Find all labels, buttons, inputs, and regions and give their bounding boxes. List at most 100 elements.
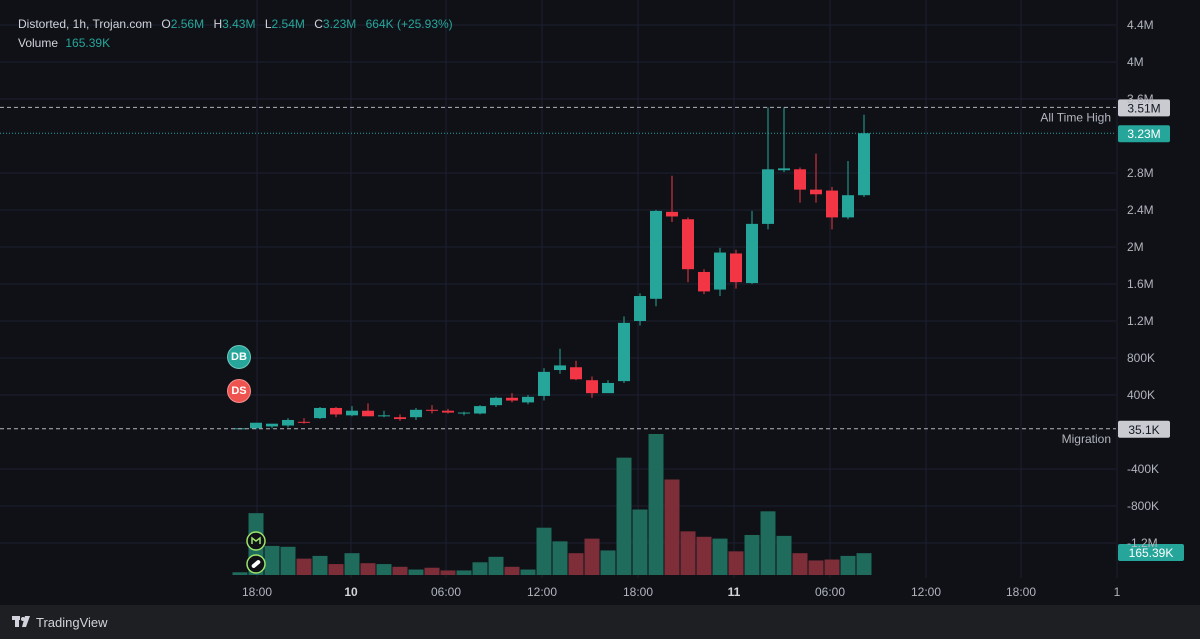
tradingview-icon xyxy=(12,616,30,627)
volume-bar xyxy=(824,559,840,575)
volume-bar xyxy=(840,555,856,575)
candle-body xyxy=(522,396,534,403)
price-tag-box xyxy=(1118,125,1170,143)
volume-bar xyxy=(392,566,408,575)
legend-symbol: Distorted, 1h, Trojan.com xyxy=(18,17,153,31)
volume-bar xyxy=(696,536,712,575)
candle-body xyxy=(282,419,294,426)
volume-bar xyxy=(600,550,616,575)
candle-body xyxy=(426,409,438,411)
y-tick-label: -400K xyxy=(1127,462,1159,476)
volume-bar xyxy=(568,553,584,575)
volume-bar xyxy=(520,569,536,575)
legend-open-label: O xyxy=(161,17,171,31)
volume-bar xyxy=(808,560,824,575)
candle-body xyxy=(250,422,262,429)
x-tick-label: 18:00 xyxy=(1006,585,1036,599)
volume-bar xyxy=(344,553,360,575)
candle-body xyxy=(570,367,582,380)
legend-volume: Volume 165.39K xyxy=(18,36,116,50)
y-tick-label: 3.6M xyxy=(1127,92,1154,106)
candle-body xyxy=(442,410,454,413)
price-line-label: All Time High xyxy=(1040,110,1111,124)
volume-bar xyxy=(856,553,872,575)
volume-bar xyxy=(376,564,392,575)
volume-bar xyxy=(552,541,568,575)
candle-body xyxy=(826,190,838,218)
chart-pane xyxy=(0,0,1200,605)
volume-bar xyxy=(424,567,440,575)
volume-bar xyxy=(616,457,632,575)
price-axis[interactable]: 4.4M 4M 3.6M 2.8M 2.4M 2M 1.6M 1.2M 800K 400K -400… xyxy=(1127,18,1159,550)
volume-bar xyxy=(360,563,376,575)
price-lines: All Time High 3.51M 3.23M Migration 35.1K 165… xyxy=(0,99,1184,561)
time-axis[interactable]: 18:00 10 06:00 12:00 18:00 11 06:00 12:00 18:00 1 xyxy=(242,585,1121,599)
legend-change: 664K (+25.93%) xyxy=(365,17,453,31)
price-tag-box xyxy=(1118,420,1170,438)
volume-bar xyxy=(664,479,680,575)
candle-body xyxy=(410,409,422,418)
x-tick-label: 06:00 xyxy=(815,585,845,599)
candle-body xyxy=(794,169,806,190)
candle-body xyxy=(842,195,854,218)
x-tick-label: 06:00 xyxy=(431,585,461,599)
volume-bar xyxy=(760,511,776,575)
candlestick-chart[interactable]: All Time High 3.51M 3.23M Migration 35.1K 165… xyxy=(0,0,1200,605)
candle-body xyxy=(490,397,502,406)
candle-body xyxy=(474,406,486,414)
legend-volume-value: 165.39K xyxy=(65,36,111,50)
volume-bars xyxy=(232,434,872,575)
candle-body xyxy=(698,271,710,292)
legend-ohlc: Distorted, 1h, Trojan.com O2.56M H3.43M … xyxy=(18,17,459,31)
volume-bar xyxy=(712,538,728,575)
legend-low-value: 2.54M xyxy=(271,17,305,31)
y-tick-label: 2.4M xyxy=(1127,203,1154,217)
legend-volume-label: Volume xyxy=(18,36,59,50)
price-tag-text: 35.1K xyxy=(1128,423,1159,437)
dev-buy-marker[interactable]: DB xyxy=(227,345,251,369)
candle-body xyxy=(506,397,518,401)
price-tag-box xyxy=(1118,99,1170,117)
volume-bar xyxy=(280,546,296,575)
y-tick-label: 800K xyxy=(1127,351,1155,365)
tradingview-logo[interactable]: TradingView xyxy=(12,615,108,630)
candle-body xyxy=(554,365,566,371)
price-line-label: Migration xyxy=(1062,432,1111,446)
volume-bar xyxy=(328,564,344,575)
candle-body xyxy=(538,371,550,396)
candle-body xyxy=(714,252,726,290)
x-tick-label: 10 xyxy=(344,585,358,599)
dev-sell-marker[interactable]: DS xyxy=(227,379,251,403)
candle-body xyxy=(362,410,374,417)
y-tick-label: 4M xyxy=(1127,55,1144,69)
y-tick-label: 2M xyxy=(1127,240,1144,254)
pill-icon[interactable] xyxy=(245,553,267,575)
volume-tag-text: 165.39K xyxy=(1129,546,1174,560)
volume-bar xyxy=(776,535,792,575)
volume-bar xyxy=(488,556,504,575)
y-tick-label: -800K xyxy=(1127,499,1159,513)
candle-body xyxy=(378,415,390,417)
volume-bar xyxy=(744,534,760,575)
candle-body xyxy=(666,211,678,217)
candle-body xyxy=(858,133,870,196)
candle-body xyxy=(778,168,790,171)
volume-bar xyxy=(632,509,648,575)
volume-bar xyxy=(584,538,600,575)
candle-body xyxy=(298,421,310,423)
footer-bar: TradingView xyxy=(0,605,1200,639)
price-tag-text: 3.51M xyxy=(1127,101,1160,115)
volume-bar xyxy=(648,434,664,575)
volume-bar xyxy=(440,570,456,575)
legend-close-label: C xyxy=(314,17,323,31)
volume-bar xyxy=(232,572,248,575)
y-tick-label: 1.2M xyxy=(1127,314,1154,328)
y-tick-label: 400K xyxy=(1127,388,1155,402)
grid-lines xyxy=(0,0,1118,578)
migration-icon[interactable] xyxy=(245,530,267,552)
x-tick-label: 18:00 xyxy=(242,585,272,599)
price-tag-text: 3.23M xyxy=(1127,127,1160,141)
x-tick-label: 11 xyxy=(728,585,741,599)
volume-bar xyxy=(456,570,472,575)
volume-bar xyxy=(680,531,696,575)
